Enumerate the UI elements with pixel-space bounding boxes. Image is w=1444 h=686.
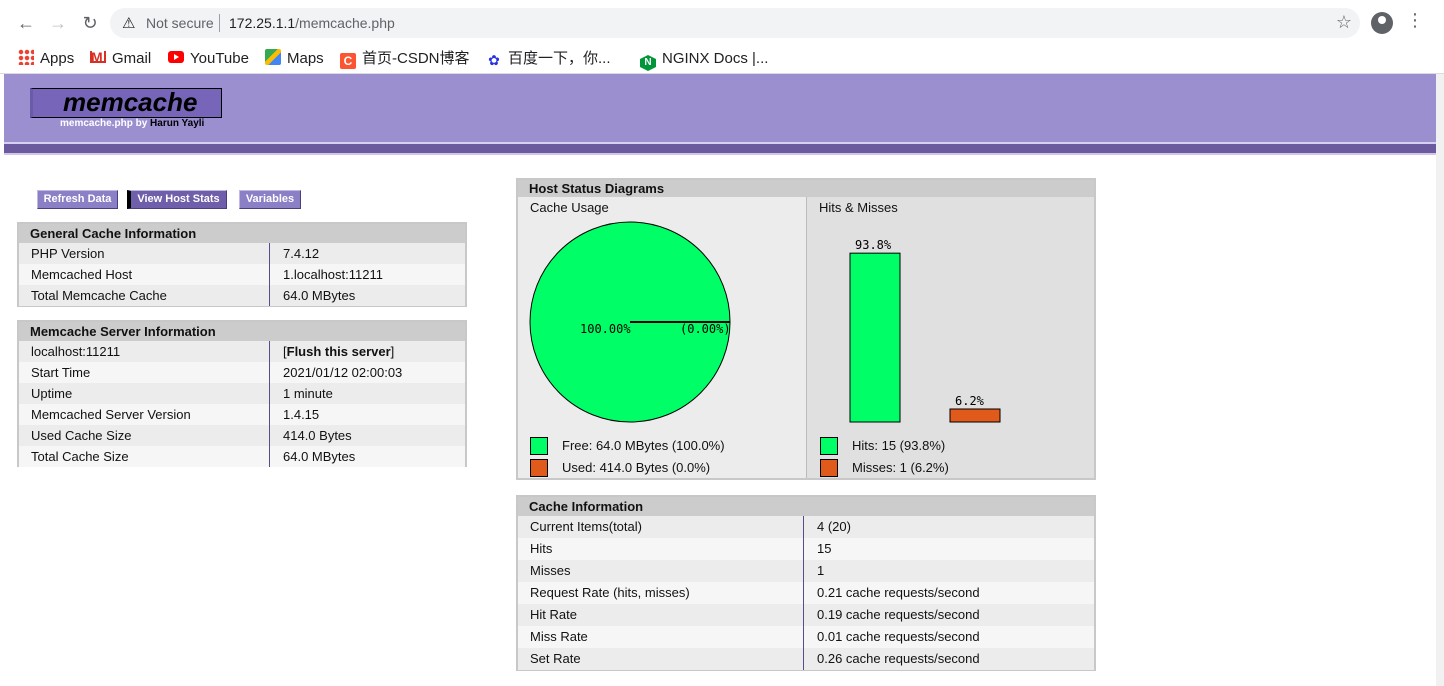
warning-icon: ⚠ bbox=[122, 15, 136, 32]
url-text: 172.25.1.1/memcache.php bbox=[229, 15, 395, 31]
memcache-page: memcache memcache.php by Harun Yayli Ref… bbox=[4, 74, 1436, 686]
cache-usage-column: Cache Usage 100.00% (0.00%) Free: 64.0 M… bbox=[518, 197, 806, 478]
bookmark-nginx[interactable]: N NGINX Docs |... bbox=[640, 48, 768, 71]
pie-label-free: 100.00% bbox=[580, 322, 631, 336]
reload-icon[interactable]: ↻ bbox=[82, 13, 98, 33]
table-row: localhost:11211 [Flush this server] bbox=[19, 341, 465, 362]
table-row: Used Cache Size 414.0 Bytes bbox=[19, 425, 465, 446]
table-row: Miss Rate 0.01 cache requests/second bbox=[518, 626, 1094, 648]
security-label: Not secure bbox=[146, 15, 214, 31]
credit-line: memcache.php by Harun Yayli bbox=[60, 118, 205, 129]
view-host-stats-button[interactable]: View Host Stats bbox=[127, 190, 227, 209]
profile-avatar-icon[interactable] bbox=[1371, 12, 1393, 34]
youtube-icon bbox=[168, 51, 184, 63]
bar-hits bbox=[849, 252, 901, 423]
back-arrow-icon[interactable]: ← bbox=[17, 13, 35, 33]
table-row: Total Memcache Cache 64.0 MBytes bbox=[19, 285, 465, 306]
header-underline bbox=[4, 153, 1436, 155]
legend-swatch-used bbox=[530, 459, 548, 477]
bookmark-maps[interactable]: Maps bbox=[265, 48, 324, 70]
hits-misses-bar-chart: 93.8% 6.2% bbox=[849, 238, 1001, 423]
hits-misses-column: Hits & Misses 93.8% 6.2% Hits: 15 (93.8%… bbox=[806, 197, 1094, 478]
bar-label-hits: 93.8% bbox=[855, 238, 892, 252]
host-status-title: Host Status Diagrams bbox=[518, 180, 1094, 197]
bookmark-youtube[interactable]: YouTube bbox=[168, 48, 249, 70]
table-row: Hits 15 bbox=[518, 538, 1094, 560]
table-row: Misses 1 bbox=[518, 560, 1094, 582]
table-row: Uptime 1 minute bbox=[19, 383, 465, 404]
cache-information-table: Cache Information Current Items(total) 4 … bbox=[516, 495, 1096, 671]
memcache-logo: memcache bbox=[30, 87, 222, 118]
memcache-header: memcache memcache.php by Harun Yayli bbox=[4, 74, 1436, 142]
header-bar bbox=[4, 144, 1436, 153]
apps-grid-icon bbox=[18, 49, 34, 65]
bar-misses bbox=[949, 408, 1001, 423]
bookmark-csdn[interactable]: C 首页-CSDN博客 bbox=[340, 48, 470, 70]
bookmark-baidu[interactable]: ✿ 百度一下，你... bbox=[486, 48, 610, 70]
refresh-data-button[interactable]: Refresh Data bbox=[37, 190, 118, 209]
gmail-icon bbox=[90, 46, 106, 68]
table-row: Set Rate 0.26 cache requests/second bbox=[518, 648, 1094, 670]
general-cache-table: General Cache Information PHP Version 7.4… bbox=[17, 222, 467, 307]
header-highlight bbox=[4, 142, 1436, 144]
table-row: Request Rate (hits, misses) 0.21 cache re… bbox=[518, 582, 1094, 604]
menu-kebab-icon[interactable]: ⋮ bbox=[1406, 10, 1424, 30]
bookmarks-bar: Apps Gmail YouTube Maps C首页-CSDN博客 ✿百度一下… bbox=[0, 44, 1444, 74]
table-row: Current Items(total) 4 (20) bbox=[518, 516, 1094, 538]
flush-server-link[interactable]: Flush this server bbox=[286, 344, 391, 359]
bookmark-apps[interactable]: Apps bbox=[18, 48, 74, 70]
variables-button[interactable]: Variables bbox=[239, 190, 301, 209]
table-row: Hit Rate 0.19 cache requests/second bbox=[518, 604, 1094, 626]
baidu-icon: ✿ bbox=[488, 52, 500, 68]
scrollbar-track[interactable] bbox=[1436, 74, 1444, 686]
legend-swatch-misses bbox=[820, 459, 838, 477]
cache-usage-label: Cache Usage bbox=[530, 200, 609, 215]
server-info-table: Memcache Server Information localhost:11… bbox=[17, 320, 467, 467]
logo-text: memcache bbox=[63, 87, 198, 117]
host-status-panel: Host Status Diagrams Cache Usage 100.00%… bbox=[516, 178, 1096, 480]
omnibox-divider bbox=[219, 14, 220, 32]
address-bar[interactable]: ⚠ Not secure 172.25.1.1/memcache.php ☆ bbox=[110, 8, 1360, 38]
table-row: Memcached Server Version 1.4.15 bbox=[19, 404, 465, 425]
csdn-icon: C bbox=[340, 53, 356, 69]
bookmark-gmail[interactable]: Gmail bbox=[90, 46, 151, 70]
server-host: localhost:11211 bbox=[31, 344, 121, 359]
bar-label-misses: 6.2% bbox=[955, 394, 985, 408]
forward-arrow-icon[interactable]: → bbox=[49, 13, 67, 33]
table-row: PHP Version 7.4.12 bbox=[19, 243, 465, 264]
nginx-icon: N bbox=[640, 55, 656, 71]
cache-info-title: Cache Information bbox=[518, 497, 1094, 516]
pie-label-used: (0.00%) bbox=[680, 322, 731, 336]
bookmark-star-icon[interactable]: ☆ bbox=[1335, 12, 1352, 32]
hits-misses-label: Hits & Misses bbox=[819, 200, 898, 215]
browser-toolbar: ← → ↻ ⚠ Not secure 172.25.1.1/memcache.p… bbox=[0, 0, 1444, 46]
table-row: Start Time 2021/01/12 02:00:03 bbox=[19, 362, 465, 383]
cache-usage-pie-chart: 100.00% (0.00%) bbox=[529, 221, 731, 423]
table-row: Memcached Host 1.localhost:11211 bbox=[19, 264, 465, 285]
general-cache-title: General Cache Information bbox=[19, 224, 465, 243]
legend-swatch-hits bbox=[820, 437, 838, 455]
legend-swatch-free bbox=[530, 437, 548, 455]
maps-icon bbox=[265, 49, 281, 65]
server-info-title: Memcache Server Information bbox=[19, 322, 465, 341]
table-row: Total Cache Size 64.0 MBytes bbox=[19, 446, 465, 467]
